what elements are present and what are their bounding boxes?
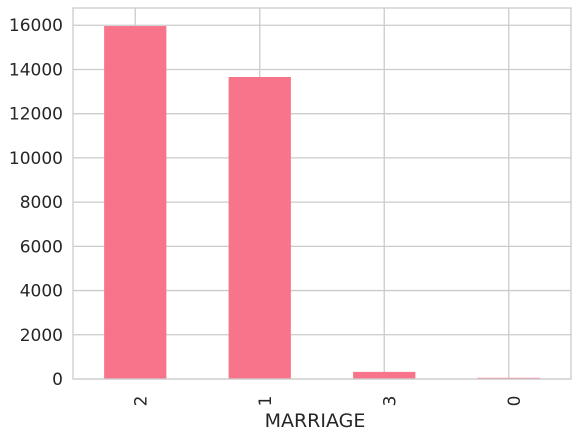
x-tick-labels: 2 1 3 0 [131, 396, 525, 407]
bar-1 [228, 77, 291, 379]
y-tick-label: 14000 [9, 60, 63, 80]
y-tick-label: 16000 [9, 16, 63, 36]
y-tick-label: 4000 [20, 282, 63, 302]
y-tick-label: 10000 [9, 149, 63, 169]
x-tick-label: 2 [131, 396, 151, 407]
bar-2 [104, 26, 167, 380]
y-tick-label: 6000 [20, 237, 63, 257]
x-axis-label: MARRIAGE [265, 410, 366, 432]
x-tick-label: 0 [505, 396, 525, 407]
x-tick-label: 3 [380, 396, 400, 407]
bars [104, 26, 540, 380]
bar-3 [353, 371, 416, 379]
y-tick-label: 8000 [20, 193, 63, 213]
y-tick-label: 2000 [20, 326, 63, 346]
plot-border [72, 7, 572, 380]
y-tick-label: 0 [52, 370, 63, 390]
plot-frame [72, 7, 572, 380]
x-tick-label: 1 [256, 396, 276, 407]
y-tick-label: 12000 [9, 105, 63, 125]
y-tick-labels: 0 2000 4000 6000 8000 10000 12000 14000 16000 [9, 16, 63, 390]
